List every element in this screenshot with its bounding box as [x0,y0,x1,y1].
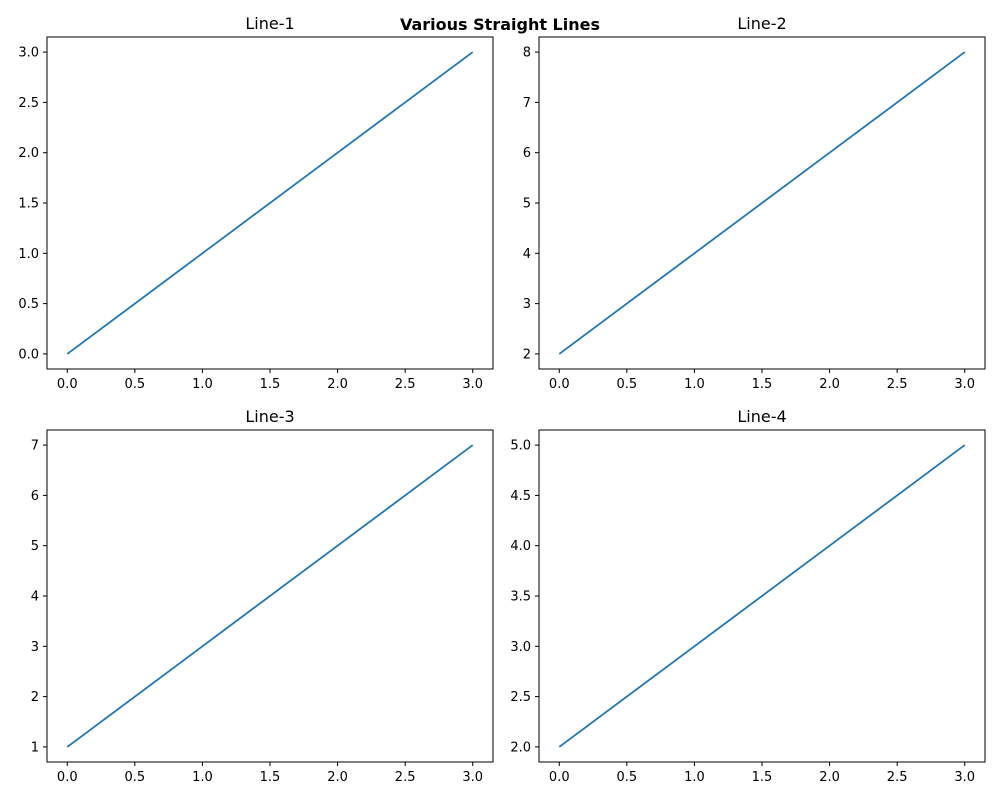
y-tick-label: 4 [31,590,39,605]
y-tick-label: 7 [523,96,531,111]
y-tick-label: 2.5 [510,690,531,705]
y-tick-label: 2 [523,347,531,362]
subplot-grid: 0.0 0.5 1.0 1.5 2.0 2.5 3.0 0.0 0.5 1.0 1.5 2.0 2.5 3… [18,14,986,785]
y-tick-label: 5 [31,539,39,554]
x-tick-label: 3.0 [954,770,975,785]
y-tick-label: 0.5 [18,297,39,312]
y-tick-label: 6 [31,489,39,504]
x-tick-label: 2.0 [327,377,348,392]
x-tick-label: 0.5 [125,770,146,785]
y-tick-label: 2.0 [510,740,531,755]
y-tick-label: 2.0 [18,146,39,161]
x-tick-label: 1.0 [192,770,213,785]
y-tick-label: 4.0 [510,539,531,554]
y-tick-label: 0.0 [18,347,39,362]
subplot-2: 0.0 0.5 1.0 1.5 2.0 2.5 3.0 2 3 4 5 6 7 8 Line-2 [523,14,986,392]
subplot-title: Line-3 [245,407,294,426]
subplot-4: 0.0 0.5 1.0 1.5 2.0 2.5 3.0 2.0 2.5 3.0 3.5 4.0 4.5 5… [510,407,986,785]
x-tick-label: 2.5 [395,377,416,392]
x-tick-label: 0.0 [549,770,570,785]
y-tick-label: 5.0 [510,439,531,454]
y-tick-label: 3.5 [510,590,531,605]
x-tick-label: 1.0 [192,377,213,392]
series-line [66,444,474,748]
y-tick-label: 3.0 [18,46,39,61]
x-tick-label: 1.5 [752,770,773,785]
series-line [66,51,474,355]
y-tick-label: 4 [523,247,531,262]
x-tick-label: 0.5 [617,770,638,785]
x-tick-label: 1.0 [684,770,705,785]
y-tick-label: 4.5 [510,489,531,504]
x-tick-label: 1.5 [260,770,281,785]
x-tick-label: 2.0 [819,377,840,392]
subplot-1: 0.0 0.5 1.0 1.5 2.0 2.5 3.0 0.0 0.5 1.0 1.5 2.0 2.5 3… [18,14,494,392]
y-tick-label: 3 [31,640,39,655]
x-tick-label: 3.0 [954,377,975,392]
subplot-title: Line-1 [245,14,294,33]
y-tick-label: 5 [523,197,531,212]
y-tick-label: 1.5 [18,197,39,212]
x-tick-label: 0.0 [57,377,78,392]
x-tick-label: 1.5 [752,377,773,392]
x-tick-label: 2.5 [395,770,416,785]
x-tick-label: 0.5 [125,377,146,392]
subplot-title: Line-2 [737,14,786,33]
x-tick-label: 2.5 [887,377,908,392]
x-tick-label: 3.0 [462,377,483,392]
x-tick-label: 2.0 [819,770,840,785]
y-tick-label: 7 [31,439,39,454]
x-tick-label: 2.0 [327,770,348,785]
series-line [558,444,966,748]
y-tick-label: 1.0 [18,247,39,262]
x-tick-label: 3.0 [462,770,483,785]
y-tick-label: 3.0 [510,640,531,655]
y-tick-label: 3 [523,297,531,312]
subplot-title: Line-4 [737,407,786,426]
x-tick-label: 1.5 [260,377,281,392]
x-tick-label: 0.0 [57,770,78,785]
x-tick-label: 2.5 [887,770,908,785]
x-tick-label: 0.0 [549,377,570,392]
y-tick-label: 1 [31,740,39,755]
series-line [558,51,966,355]
y-tick-label: 6 [523,146,531,161]
x-tick-label: 0.5 [617,377,638,392]
y-tick-label: 2 [31,690,39,705]
x-tick-label: 1.0 [684,377,705,392]
figure-title: Various Straight Lines [400,15,600,34]
y-tick-label: 8 [523,46,531,61]
y-tick-label: 2.5 [18,96,39,111]
subplot-3: 0.0 0.5 1.0 1.5 2.0 2.5 3.0 1 2 3 4 5 6 7 Line-3 [31,407,494,785]
